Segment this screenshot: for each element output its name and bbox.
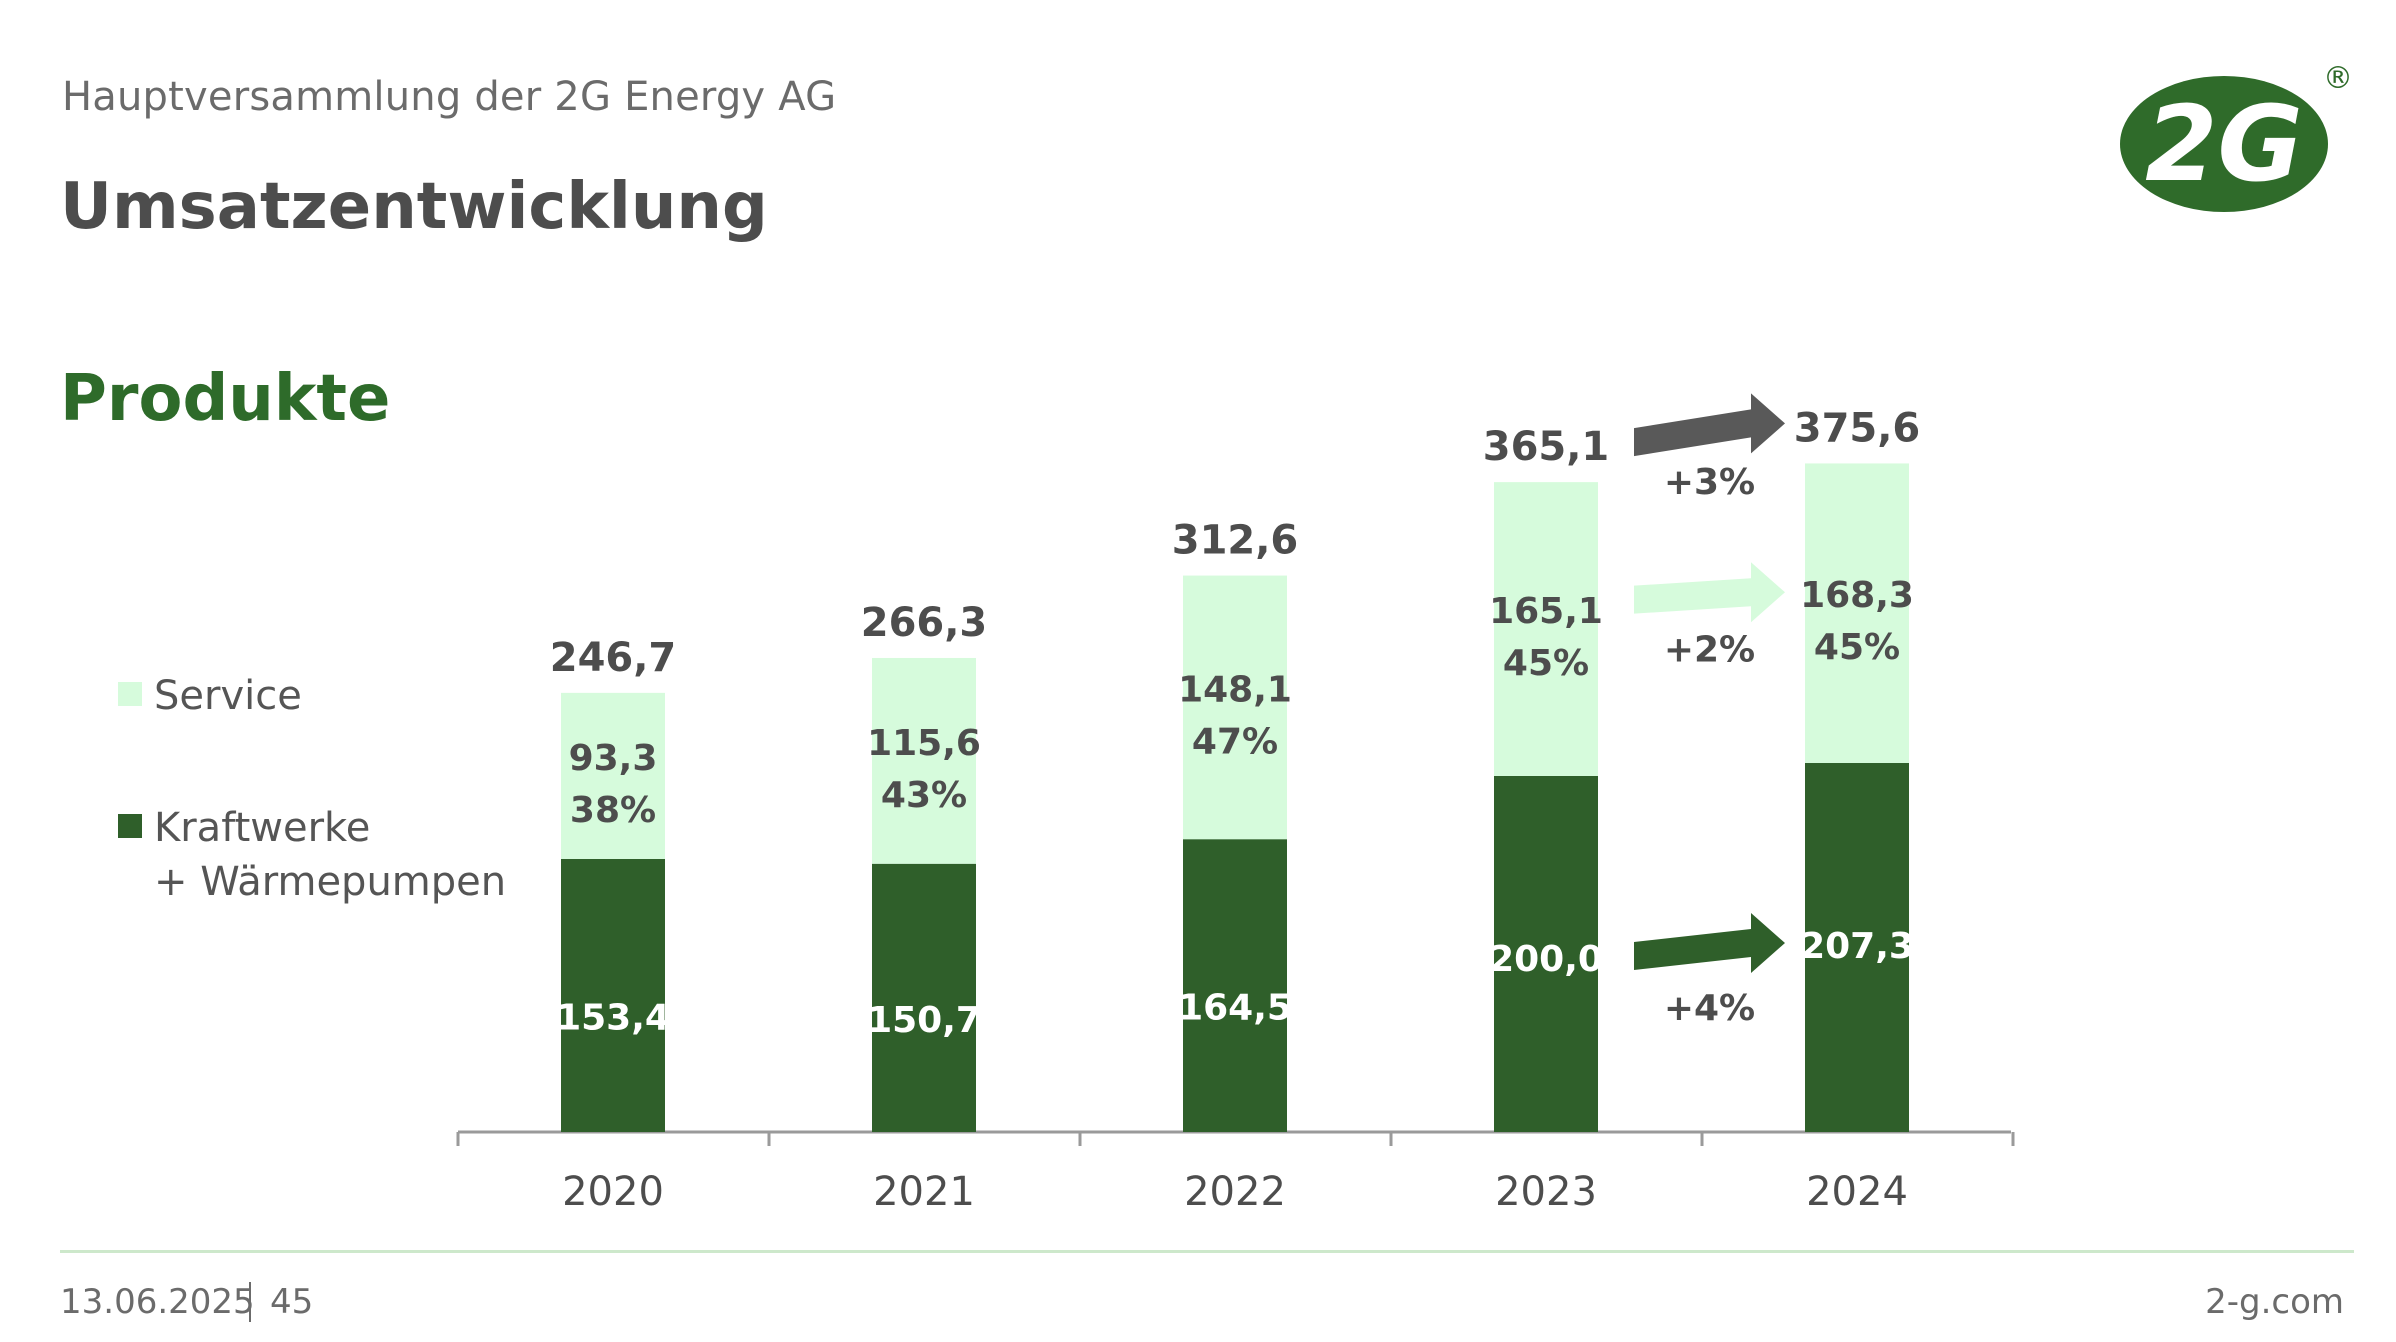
x-tick-label-2022: 2022 xyxy=(1184,1169,1286,1215)
data-label-total-2023: 365,1 xyxy=(1483,424,1610,470)
bar-kraftwerke-2020 xyxy=(561,858,665,1132)
legend-label-waermepumpen: + Wärmepumpen xyxy=(154,859,507,905)
data-label-total-2024: 375,6 xyxy=(1794,405,1921,451)
legend-item-service: Service xyxy=(118,668,302,724)
page-number: 45 xyxy=(270,1282,314,1322)
data-label-total-2021: 266,3 xyxy=(861,600,988,646)
data-label-service-share-2023: 45% xyxy=(1503,643,1589,684)
data-label-kraftwerke-2020: 153,4 xyxy=(556,997,670,1038)
data-label-service-2022: 148,1 xyxy=(1178,669,1292,710)
growth-label-total: +3% xyxy=(1664,462,1755,503)
presentation-subtitle: Hauptversammlung der 2G Energy AG xyxy=(62,74,837,120)
data-label-kraftwerke-2021: 150,7 xyxy=(867,1000,981,1041)
growth-label-service: +2% xyxy=(1664,630,1755,671)
growth-arrow-service xyxy=(1634,562,1785,623)
legend-item-kraftwerke: Kraftwerke xyxy=(118,800,370,856)
page-title: Umsatzentwicklung xyxy=(60,170,768,244)
x-tick-label-2020: 2020 xyxy=(562,1169,664,1215)
legend-swatch-kraftwerke xyxy=(118,814,142,838)
logo-text: 2G xyxy=(2145,83,2303,205)
footer-divider xyxy=(60,1250,2354,1253)
logo-ellipse xyxy=(2120,76,2328,212)
data-label-kraftwerke-2024: 207,3 xyxy=(1800,926,1914,967)
bar-service-2023 xyxy=(1494,482,1598,776)
bar-kraftwerke-2022 xyxy=(1183,839,1287,1132)
legend-label-service: Service xyxy=(154,673,302,719)
data-label-total-2022: 312,6 xyxy=(1172,518,1299,564)
growth-arrow-total xyxy=(1634,393,1785,457)
bar-kraftwerke-2021 xyxy=(872,863,976,1132)
data-label-service-2020: 93,3 xyxy=(569,738,658,779)
footer-date: 13.06.2025 xyxy=(60,1282,255,1322)
data-label-total-2020: 246,7 xyxy=(550,635,677,681)
x-tick-label-2023: 2023 xyxy=(1495,1169,1597,1215)
data-label-service-share-2022: 47% xyxy=(1192,721,1278,762)
footer-separator xyxy=(249,1282,251,1322)
data-label-kraftwerke-2022: 164,5 xyxy=(1178,988,1292,1029)
bar-service-2022 xyxy=(1183,575,1287,840)
data-label-service-2023: 165,1 xyxy=(1489,591,1603,632)
data-label-service-share-2024: 45% xyxy=(1814,627,1900,668)
logo-registered-mark: ® xyxy=(2323,61,2350,96)
brand-logo: 2G ® xyxy=(2120,61,2350,212)
data-label-service-2024: 168,3 xyxy=(1800,575,1914,616)
legend-swatch-service xyxy=(118,682,142,706)
data-label-kraftwerke-2023: 200,0 xyxy=(1489,939,1603,980)
data-label-service-share-2020: 38% xyxy=(570,790,656,831)
data-label-service-share-2021: 43% xyxy=(881,775,967,816)
section-title: Produkte xyxy=(60,362,391,436)
bar-service-2020 xyxy=(561,692,665,859)
bar-kraftwerke-2024 xyxy=(1805,763,1909,1132)
x-tick-label-2024: 2024 xyxy=(1806,1169,1908,1215)
bar-kraftwerke-2023 xyxy=(1494,776,1598,1132)
growth-arrow-kraftwerke xyxy=(1634,913,1785,974)
bar-service-2021 xyxy=(872,657,976,864)
data-label-service-2021: 115,6 xyxy=(867,723,981,764)
legend-label-kraftwerke: Kraftwerke xyxy=(154,805,371,851)
footer-url: 2-g.com xyxy=(2205,1282,2344,1322)
bar-service-2024 xyxy=(1805,463,1909,764)
x-tick-label-2021: 2021 xyxy=(873,1169,975,1215)
growth-label-kraftwerke: +4% xyxy=(1664,988,1755,1029)
